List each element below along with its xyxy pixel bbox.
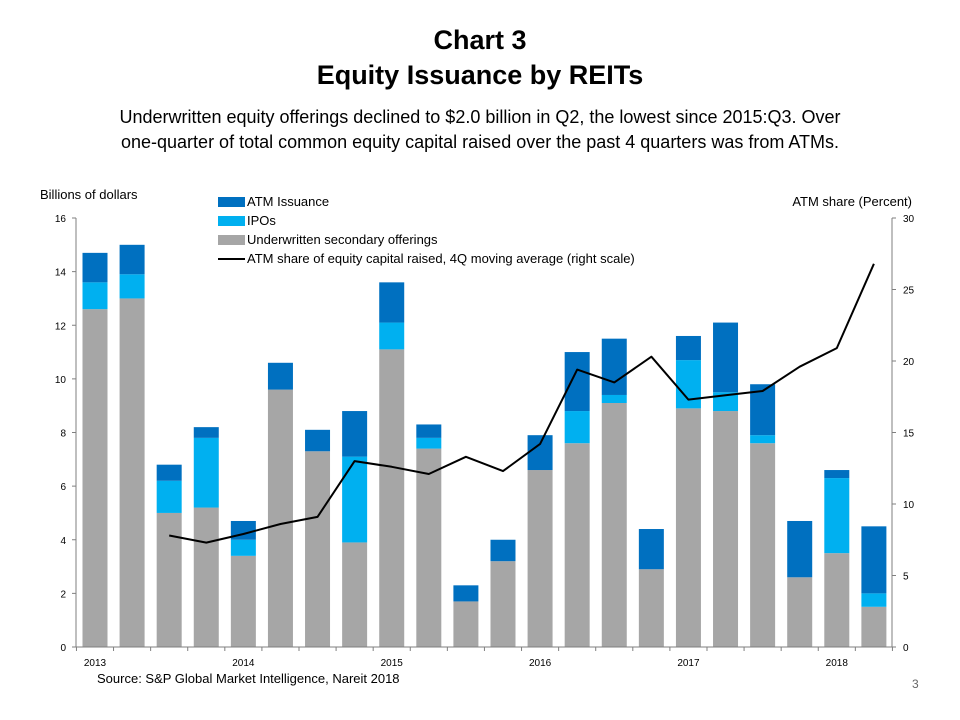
bar-secondary-2015:Q3 [453,601,479,647]
legend-label-secondary: Underwritten secondary offerings [247,232,438,247]
legend-swatch-atm [218,197,245,207]
bar-ipo-2013:Q4 [193,437,219,508]
x-tick-label-2016: 2016 [529,658,552,669]
atm-share-line [169,263,875,544]
bar-secondary-2013:Q4 [193,507,219,647]
chart-title-line1: Chart 3 [433,25,527,55]
bar-secondary-2017:Q3 [750,443,776,647]
bar-secondary-2017:Q2 [713,411,739,647]
bar-secondary-2014:Q4 [342,542,368,647]
left-tick-label: 0 [60,643,66,654]
left-tick-label: 16 [55,214,67,225]
bar-ipo-2015:Q1 [379,322,405,350]
bar-ipo-2013:Q3 [156,480,182,513]
bar-secondary-2015:Q1 [379,349,405,647]
bar-ipo-2014:Q4 [342,456,368,543]
bar-secondary-2015:Q2 [416,448,442,647]
bar-secondary-2017:Q1 [675,408,701,647]
chart-title-line2: Equity Issuance by REITs [316,60,644,90]
bar-ipo-2016:Q2 [564,411,590,444]
bar-secondary-2016:Q2 [564,443,590,647]
bar-atm-2017:Q4 [787,520,813,578]
bar-secondary-2018:Q1 [824,553,850,647]
legend-label-atm: ATM Issuance [247,194,329,209]
bar-atm-2017:Q1 [675,335,701,361]
bar-atm-2018:Q2 [861,526,887,594]
left-tick-label: 4 [60,536,66,547]
bar-ipo-2015:Q2 [416,437,442,449]
bar-ipo-2018:Q1 [824,478,850,554]
legend-swatch-secondary [218,235,245,245]
bar-atm-2016:Q2 [564,352,590,412]
bar-atm-2016:Q1 [527,435,553,471]
bar-atm-2014:Q2 [267,362,293,390]
right-tick-label: 10 [903,500,915,511]
bar-atm-2014:Q4 [342,411,368,457]
left-tick-label: 8 [60,429,66,440]
x-tick-label-2013: 2013 [84,658,107,669]
left-tick-label: 2 [60,589,66,600]
bar-atm-2016:Q4 [638,529,664,570]
legend-swatch-ipo [218,216,245,226]
right-tick-label: 0 [903,643,909,654]
bar-atm-2015:Q4 [490,539,516,562]
bar-secondary-2016:Q1 [527,470,553,647]
bar-atm-2018:Q1 [824,470,850,479]
chart-subtitle-line1: Underwritten equity offerings declined t… [119,107,841,127]
bar-ipo-2014:Q1 [230,539,256,556]
x-tick-label-2017: 2017 [677,658,700,669]
bar-atm-2013:Q2 [119,244,145,275]
source-note: Source: S&P Global Market Intelligence, … [97,671,400,686]
right-tick-label: 25 [903,286,915,297]
chart-subtitle-line2: one-quarter of total common equity capit… [121,132,839,152]
right-tick-label: 30 [903,214,915,225]
bar-secondary-2013:Q1 [82,309,108,647]
bar-atm-2016:Q3 [601,338,627,395]
left-tick-label: 12 [55,321,67,332]
right-tick-label: 5 [903,572,909,583]
bar-secondary-2017:Q4 [787,577,813,647]
bar-secondary-2014:Q2 [267,389,293,647]
left-tick-label: 6 [60,482,66,493]
bar-atm-2013:Q1 [82,252,108,283]
bar-atm-2013:Q4 [193,427,219,438]
left-tick-label: 10 [55,375,67,386]
bar-secondary-2013:Q3 [156,512,182,647]
x-tick-label-2018: 2018 [826,658,849,669]
y-axis-title-left: Billions of dollars [40,187,138,202]
bar-ipo-2013:Q2 [119,274,145,299]
bar-secondary-2018:Q2 [861,606,887,647]
bar-secondary-2013:Q2 [119,298,145,647]
bar-ipo-2016:Q3 [601,394,627,403]
bar-ipo-2013:Q1 [82,282,108,310]
y-axis-title-right: ATM share (Percent) [792,194,912,209]
right-tick-label: 20 [903,357,915,368]
page-number: 3 [912,677,919,691]
bar-secondary-2016:Q4 [638,569,664,647]
bar-ipo-2017:Q1 [675,360,701,409]
bar-ipo-2017:Q3 [750,435,776,444]
x-tick-label-2014: 2014 [232,658,255,669]
bar-atm-2015:Q3 [453,585,479,602]
legend-label-ipo: IPOs [247,213,276,228]
bar-atm-2017:Q2 [713,322,739,393]
x-tick-label-2015: 2015 [381,658,404,669]
bar-secondary-2015:Q4 [490,561,516,647]
bar-atm-2015:Q2 [416,424,442,438]
bar-secondary-2014:Q3 [305,451,331,647]
bar-atm-2014:Q3 [305,429,331,452]
bar-secondary-2014:Q1 [230,555,256,647]
bar-atm-2013:Q3 [156,464,182,481]
bar-ipo-2018:Q2 [861,593,887,607]
right-tick-label: 15 [903,429,915,440]
bar-secondary-2016:Q3 [601,403,627,647]
bar-atm-2015:Q1 [379,282,405,323]
left-tick-label: 14 [55,268,67,279]
legend-label-line: ATM share of equity capital raised, 4Q m… [247,251,635,266]
